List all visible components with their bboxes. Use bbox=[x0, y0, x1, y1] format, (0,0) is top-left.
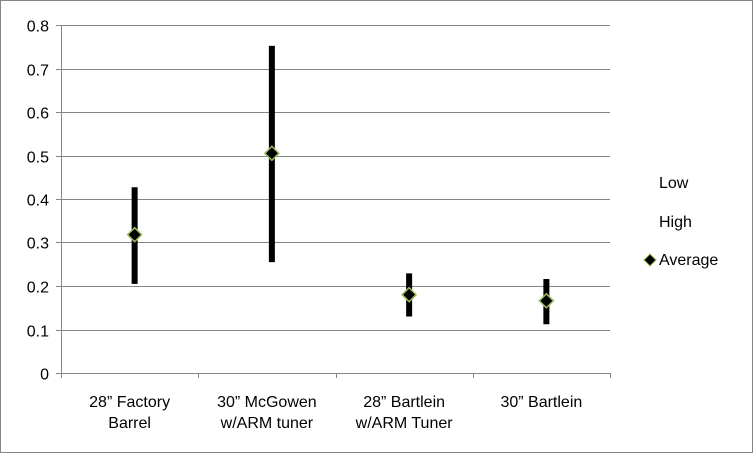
x-category-label: 28” Bartlein w/ARM Tuner bbox=[355, 394, 454, 432]
y-tick-label: 0.2 bbox=[27, 280, 49, 297]
x-category-label-line: 30” Bartlein bbox=[500, 394, 582, 411]
y-tick-label: 0 bbox=[40, 367, 49, 384]
legend-entry-label: High bbox=[659, 214, 692, 231]
y-tick-label: 0.1 bbox=[27, 324, 49, 341]
legend-entry-label: Average bbox=[659, 252, 718, 269]
y-tick-label: 0.6 bbox=[27, 106, 49, 123]
x-category-label: 28” Factory Barrel bbox=[89, 394, 170, 432]
legend-average-marker bbox=[643, 253, 657, 267]
y-tick-label: 0.3 bbox=[27, 236, 49, 253]
chart-marks bbox=[126, 45, 555, 325]
average-marker bbox=[263, 145, 280, 162]
y-tick-label: 0.7 bbox=[27, 63, 49, 80]
x-category-label-line: 30” McGowen bbox=[217, 394, 317, 411]
x-category-label-line: w/ARM tuner bbox=[220, 415, 314, 432]
y-axis-ticks: 0 0.1 0.2 0.3 0.4 0.5 0.6 0.7 0.8 bbox=[27, 19, 49, 384]
x-axis-categories: 28” Factory Barrel 30” McGowen w/ARM tuner 2… bbox=[89, 394, 582, 432]
x-category-label: 30” McGowen w/ARM tuner bbox=[217, 394, 317, 432]
legend-entry-label: Low bbox=[659, 175, 689, 192]
axes bbox=[56, 25, 611, 378]
gridlines bbox=[61, 25, 610, 331]
x-category-label: 30” Bartlein bbox=[500, 394, 582, 411]
y-tick-label: 0.4 bbox=[27, 193, 49, 210]
legend: Low High Average bbox=[643, 175, 718, 269]
x-category-label-line: w/ARM Tuner bbox=[355, 415, 454, 432]
x-category-label-line: 28” Factory bbox=[89, 394, 170, 411]
y-tick-label: 0.5 bbox=[27, 150, 49, 167]
average-marker bbox=[126, 226, 143, 243]
average-marker bbox=[401, 286, 418, 303]
y-tick-label: 0.8 bbox=[27, 19, 49, 36]
x-category-label-line: 28” Bartlein bbox=[363, 394, 445, 411]
x-category-label-line: Barrel bbox=[108, 415, 151, 432]
average-marker bbox=[538, 292, 555, 309]
